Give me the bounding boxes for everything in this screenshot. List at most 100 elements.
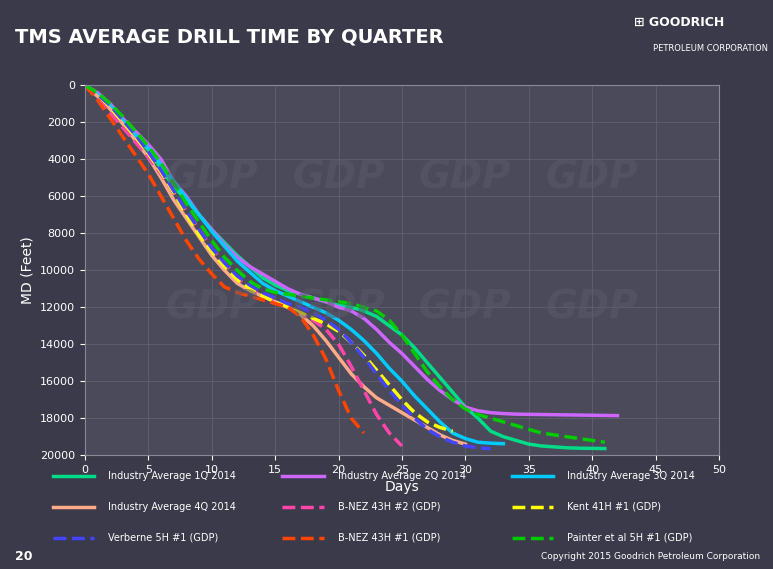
Industry Average 2Q 2014	[562, 411, 571, 418]
Industry Average 2Q 2014	[258, 270, 267, 277]
Industry Average 2Q 2014	[486, 409, 495, 416]
Industry Average 3Q 2014	[195, 212, 204, 218]
Industry Average 1Q 2014	[334, 302, 343, 309]
B-NEZ 43H #1 (GDP)	[233, 289, 242, 296]
B-NEZ 43H #1 (GDP)	[271, 300, 280, 307]
Painter et al 5H #1 (GDP)	[575, 435, 584, 442]
Industry Average 2Q 2014	[448, 397, 458, 403]
Kent 41H #1 (GDP)	[359, 352, 369, 359]
Industry Average 3Q 2014	[372, 350, 381, 357]
X-axis label: Days: Days	[385, 480, 419, 494]
Painter et al 5H #1 (GDP)	[207, 237, 216, 244]
Line: Painter et al 5H #1 (GDP): Painter et al 5H #1 (GDP)	[85, 85, 604, 442]
Industry Average 3Q 2014	[322, 310, 331, 316]
Text: 20: 20	[15, 550, 33, 563]
Industry Average 4Q 2014	[308, 322, 318, 329]
Industry Average 1Q 2014	[385, 322, 394, 329]
Industry Average 1Q 2014	[359, 307, 369, 314]
B-NEZ 43H #2 (GDP)	[233, 274, 242, 281]
Painter et al 5H #1 (GDP)	[359, 304, 369, 311]
Industry Average 1Q 2014	[233, 252, 242, 259]
Text: GDP: GDP	[419, 159, 512, 197]
Industry Average 4Q 2014	[435, 431, 444, 438]
Industry Average 1Q 2014	[486, 428, 495, 435]
Industry Average 4Q 2014	[195, 233, 204, 240]
Industry Average 4Q 2014	[296, 311, 305, 318]
B-NEZ 43H #1 (GDP)	[296, 313, 305, 320]
B-NEZ 43H #1 (GDP)	[80, 82, 90, 89]
Industry Average 2Q 2014	[80, 82, 90, 89]
B-NEZ 43H #1 (GDP)	[283, 304, 292, 311]
Industry Average 4Q 2014	[346, 370, 356, 377]
Painter et al 5H #1 (GDP)	[334, 298, 343, 305]
Painter et al 5H #1 (GDP)	[195, 218, 204, 225]
Industry Average 1Q 2014	[80, 82, 90, 89]
Industry Average 4Q 2014	[359, 384, 369, 390]
B-NEZ 43H #1 (GDP)	[334, 387, 343, 394]
Industry Average 4Q 2014	[80, 82, 90, 89]
Text: B-NEZ 43H #1 (GDP): B-NEZ 43H #1 (GDP)	[338, 533, 440, 543]
Kent 41H #1 (GDP)	[397, 397, 407, 403]
Industry Average 4Q 2014	[220, 267, 229, 274]
Kent 41H #1 (GDP)	[296, 310, 305, 316]
Industry Average 1Q 2014	[271, 282, 280, 288]
Kent 41H #1 (GDP)	[195, 232, 204, 238]
Verberne 5H #1 (GDP)	[131, 132, 141, 139]
Industry Average 2Q 2014	[600, 412, 609, 419]
Verberne 5H #1 (GDP)	[372, 370, 381, 377]
Text: GDP: GDP	[165, 159, 258, 197]
Industry Average 2Q 2014	[131, 128, 141, 135]
Industry Average 1Q 2014	[93, 91, 102, 98]
Industry Average 1Q 2014	[575, 445, 584, 452]
Industry Average 3Q 2014	[334, 317, 343, 324]
Industry Average 2Q 2014	[397, 350, 407, 357]
Industry Average 1Q 2014	[562, 444, 571, 451]
Industry Average 4Q 2014	[410, 417, 419, 423]
Industry Average 2Q 2014	[613, 412, 622, 419]
B-NEZ 43H #1 (GDP)	[207, 270, 216, 277]
Industry Average 1Q 2014	[448, 389, 458, 396]
Industry Average 3Q 2014	[473, 439, 482, 446]
Industry Average 2Q 2014	[308, 295, 318, 302]
Verberne 5H #1 (GDP)	[80, 82, 90, 89]
Industry Average 1Q 2014	[587, 445, 597, 452]
Industry Average 3Q 2014	[131, 132, 141, 139]
Industry Average 4Q 2014	[423, 424, 432, 431]
Painter et al 5H #1 (GDP)	[322, 296, 331, 303]
Kent 41H #1 (GDP)	[423, 419, 432, 426]
B-NEZ 43H #1 (GDP)	[131, 152, 141, 159]
Industry Average 1Q 2014	[144, 147, 153, 154]
Kent 41H #1 (GDP)	[448, 428, 458, 435]
Industry Average 2Q 2014	[575, 411, 584, 418]
Kent 41H #1 (GDP)	[245, 286, 254, 292]
Industry Average 3Q 2014	[220, 243, 229, 250]
Painter et al 5H #1 (GDP)	[271, 289, 280, 296]
Industry Average 4Q 2014	[271, 298, 280, 305]
Text: Industry Average 1Q 2014: Industry Average 1Q 2014	[108, 471, 236, 481]
Industry Average 2Q 2014	[536, 411, 546, 418]
Industry Average 2Q 2014	[93, 89, 102, 96]
Industry Average 1Q 2014	[346, 304, 356, 311]
Industry Average 3Q 2014	[423, 406, 432, 413]
Line: Industry Average 2Q 2014: Industry Average 2Q 2014	[85, 85, 618, 415]
Industry Average 3Q 2014	[385, 365, 394, 372]
B-NEZ 43H #2 (GDP)	[296, 310, 305, 316]
B-NEZ 43H #2 (GDP)	[156, 171, 165, 178]
Industry Average 2Q 2014	[423, 376, 432, 383]
Industry Average 4Q 2014	[118, 121, 128, 127]
Industry Average 3Q 2014	[207, 228, 216, 235]
Industry Average 1Q 2014	[220, 239, 229, 246]
B-NEZ 43H #1 (GDP)	[308, 332, 318, 339]
Text: PETROLEUM CORPORATION: PETROLEUM CORPORATION	[653, 44, 768, 52]
B-NEZ 43H #2 (GDP)	[118, 125, 128, 131]
Industry Average 2Q 2014	[169, 178, 179, 185]
Industry Average 3Q 2014	[233, 258, 242, 265]
Industry Average 3Q 2014	[283, 292, 292, 299]
Kent 41H #1 (GDP)	[271, 298, 280, 305]
Painter et al 5H #1 (GDP)	[499, 419, 508, 426]
Text: TMS AVERAGE DRILL TIME BY QUARTER: TMS AVERAGE DRILL TIME BY QUARTER	[15, 27, 444, 47]
Painter et al 5H #1 (GDP)	[536, 430, 546, 436]
Kent 41H #1 (GDP)	[131, 134, 141, 141]
Industry Average 2Q 2014	[334, 304, 343, 311]
Verberne 5H #1 (GDP)	[118, 117, 128, 124]
